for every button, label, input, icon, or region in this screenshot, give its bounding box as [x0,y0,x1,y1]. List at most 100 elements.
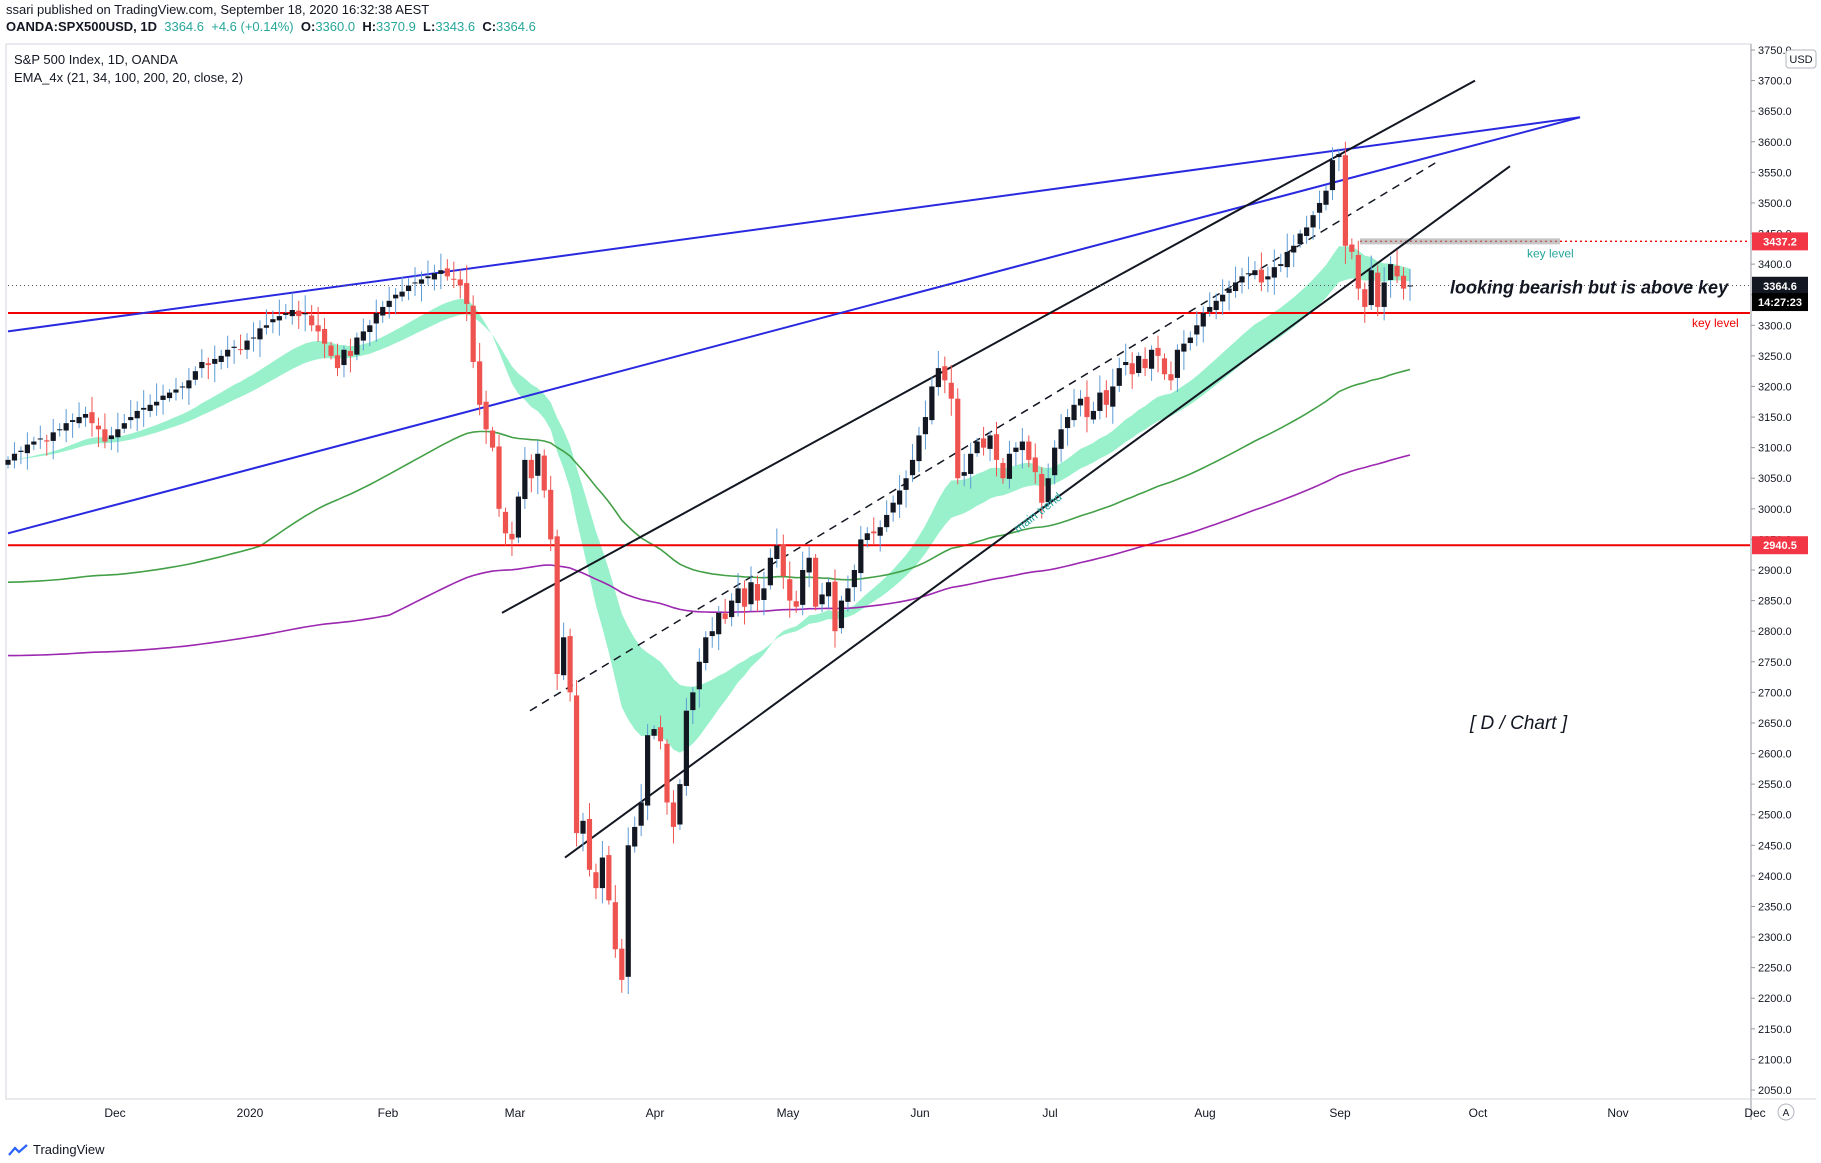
time-axis[interactable]: Dec 2020 Feb Mar Apr May Jun Jul Aug Sep Oct Nov Dec [104,1106,1765,1120]
candle-body [263,325,270,328]
x-tick-label: 2020 [237,1106,264,1120]
candle-body [108,435,114,440]
candle-179 [1161,353,1168,380]
candle-body [638,802,644,826]
candle-body [1110,386,1116,407]
chart-title[interactable]: S&P 500 Index, 1D, OANDA [14,52,178,67]
candle-body [70,420,76,422]
candle-132 [858,525,864,592]
candle-63 [412,267,418,296]
candle-20 [134,401,140,432]
candle-body [515,496,522,538]
candle-74 [483,390,489,444]
candle-body [567,636,573,693]
candle-23 [153,383,160,416]
candle-185 [1200,306,1206,343]
candle-body [922,417,929,435]
candle-body [645,735,651,806]
candle-body [489,430,496,448]
candle-body [464,283,470,304]
candle-body [767,557,773,586]
candle-body [1349,244,1355,252]
candle-body [761,588,767,600]
candle-93 [606,845,612,905]
candle-204 [1323,185,1329,211]
candle-body [987,435,993,449]
candle-211 [1368,255,1374,310]
candle-4 [31,436,37,451]
candle-141 [916,426,922,473]
candle-body [147,404,153,411]
candle-body [1026,441,1032,460]
candle-body [612,902,618,950]
currency-badge[interactable]: USD [1785,49,1817,69]
candle-98 [638,784,644,837]
candle-145 [942,356,948,394]
candle-35 [231,339,237,364]
candle-85 [554,529,560,690]
candle-190 [1232,266,1239,298]
candle-170 [1103,380,1109,418]
candle-193 [1252,261,1258,280]
y-tick-label: 2550.0 [1758,779,1792,791]
price-axis[interactable]: 2050.0 2100.0 2150.0 2200.0 2250.0 2300.0 2350… [1751,45,1792,1097]
candle-body [793,601,799,607]
channel-upper [501,79,1476,614]
bearish-comment: looking bearish but is above key [1450,278,1729,298]
candle-195 [1265,266,1271,293]
y-tick-label: 2100.0 [1758,1054,1792,1066]
candle-body [1116,368,1122,386]
candle-203 [1316,190,1323,230]
candle-body [651,729,657,736]
candle-11 [76,402,82,429]
candle-153 [993,421,1000,477]
candle-body [1226,288,1232,293]
candle-26 [173,377,179,401]
candle-body [1278,264,1284,266]
candle-32 [212,345,218,383]
candle-body [1000,462,1006,479]
candle-41 [270,310,276,334]
auto-scale-button[interactable]: A [1777,1103,1795,1121]
candle-body [593,872,599,889]
price-tag-0: 3437.2 [1752,232,1808,251]
candle-149 [968,442,974,489]
candle-176 [1142,347,1148,377]
high-value: 3370.9 [376,19,416,34]
indicator-legend[interactable]: EMA_4x (21, 34, 100, 200, 20, close, 2) [14,70,244,85]
blue-wedge-top [7,116,1581,333]
candle-body [754,584,761,601]
candle-body [31,441,37,445]
candle-body [257,328,263,340]
candle-3 [24,432,30,470]
tradingview-logo[interactable]: TradingView [8,1142,105,1157]
candle-188 [1220,279,1226,315]
high-label: H: [362,19,377,34]
y-tick-label: 2400.0 [1758,871,1792,883]
candle-33 [218,349,224,370]
chart-tag-label: [ D / Chart ] [1469,713,1568,734]
candle-body [380,306,386,316]
candle-96 [625,827,631,994]
candle-126 [819,582,825,613]
candle-199 [1291,234,1297,268]
candle-197 [1278,253,1284,273]
candle-157 [1019,428,1025,469]
candle-143 [929,377,935,425]
candle-body [1336,154,1342,158]
candle-body [509,533,515,540]
candle-body [1155,347,1161,356]
candle-212 [1375,265,1381,317]
price-tag-label: 3437.2 [1763,236,1797,248]
candle-191 [1239,267,1245,294]
candle-160 [1039,467,1045,519]
candle-206 [1336,148,1342,172]
candle-body [309,315,315,326]
candle-100 [651,725,657,740]
candle-body [231,346,237,348]
candle-body [1181,343,1187,352]
candle-101 [657,715,664,750]
candle-112 [729,593,735,627]
candle-124 [806,546,812,588]
